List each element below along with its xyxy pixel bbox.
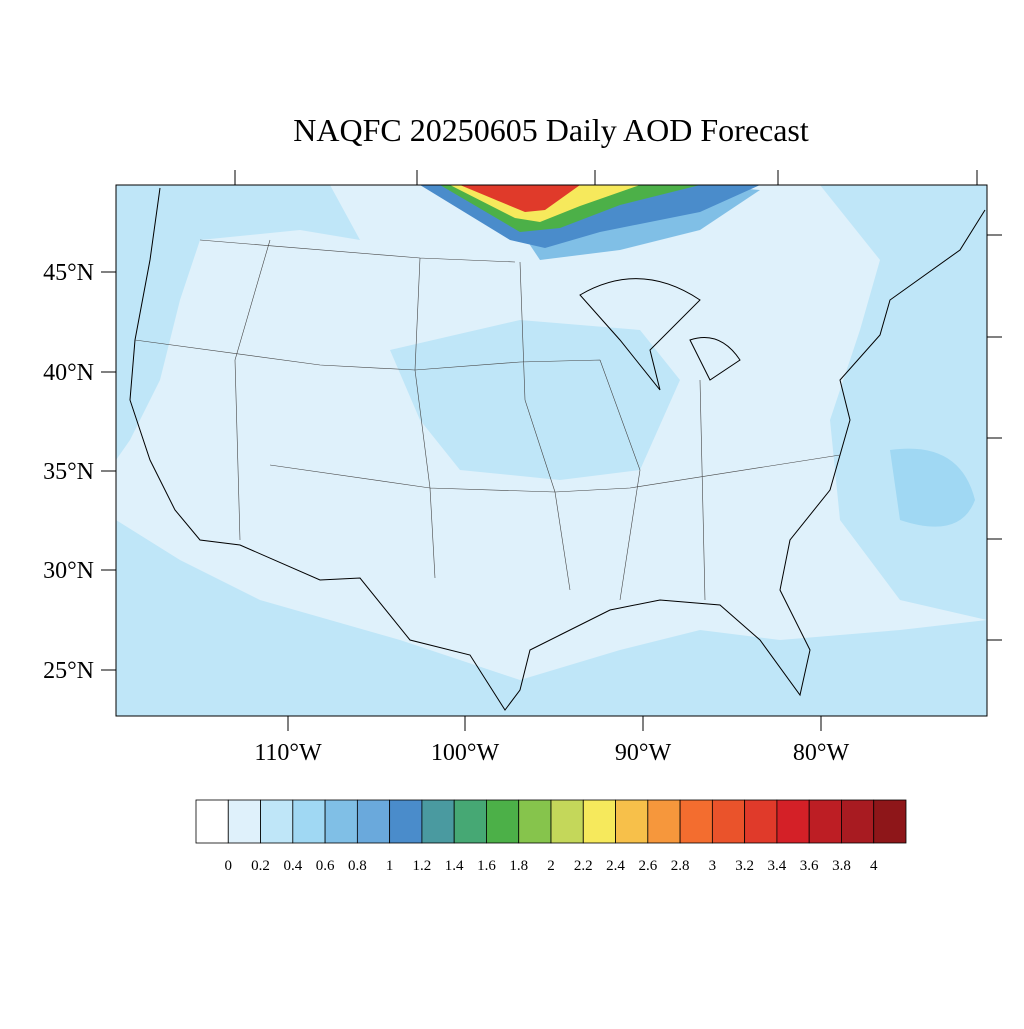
colorbar-label: 1 [386,858,394,874]
colorbar-label: 3.8 [832,858,851,874]
aod-region [890,448,975,527]
colorbar-box [453,799,487,844]
lat-label: 40°N [43,360,94,386]
colorbar-box [615,799,649,844]
colorbar-box [841,799,875,844]
colorbar-label: 3.4 [768,858,787,874]
colorbar-label: 2.8 [671,858,690,874]
colorbar-box [647,799,681,844]
colorbar-label: 2 [547,858,555,874]
title: NAQFC 20250605 Daily AOD Forecast [293,112,809,148]
aod-region [390,320,680,480]
lon-label: 80°W [793,740,850,766]
colorbar-label: 1.8 [509,858,528,874]
lat-label: 45°N [43,260,94,286]
colorbar-label: 3.6 [800,858,819,874]
smoke-plume [460,185,580,212]
colorbar-label: 1.4 [445,858,464,874]
colorbar-box [776,799,810,844]
colorbar: 0 0.2 0.4 0.6 0.8 1 1.2 1.4 1.6 1.8 2 2.2 2.4 2.6 2.8 3… [195,799,907,874]
colorbar-label: 0.6 [316,858,335,874]
state-borders [134,239,841,601]
colorbar-box [518,799,552,844]
colorbar-box [550,799,584,844]
colorbar-label: 0.8 [348,858,367,874]
lon-label: 110°W [254,740,322,766]
colorbar-box [227,799,261,844]
colorbar-box [744,799,778,844]
aod-region [116,185,360,460]
colorbar-label: 0.2 [251,858,270,874]
lat-label: 35°N [43,459,94,485]
colorbar-box [292,799,326,844]
colorbar-box [679,799,713,844]
colorbar-label: 1.6 [477,858,496,874]
colorbar-box [711,799,746,844]
colorbar-label: 3.2 [735,858,754,874]
colorbar-label: 2.2 [574,858,593,874]
lat-label: 30°N [43,558,94,584]
frame-ticks [101,170,1002,731]
lon-label: 90°W [615,740,672,766]
colorbar-box [356,799,391,844]
colorbar-box [389,799,423,844]
coastlines [129,187,986,711]
colorbar-box [421,799,455,844]
colorbar-label: 0 [225,858,233,874]
colorbar-box [324,799,358,844]
colorbar-label: 0.4 [283,858,302,874]
colorbar-label: 2.6 [638,858,657,874]
colorbar-label: 1.2 [413,858,432,874]
colorbar-label: 2.4 [606,858,625,874]
map-field [116,185,987,716]
lon-label: 100°W [431,740,500,766]
colorbar-label: 3 [709,858,717,874]
aod-region [116,520,987,716]
map-frame [115,184,988,717]
colorbar-box [486,799,520,844]
colorbar-box [260,799,294,844]
colorbar-box [582,799,616,844]
colorbar-box [195,799,229,844]
lat-label: 25°N [43,658,94,684]
colorbar-label: 4 [870,858,878,874]
colorbar-box [873,799,907,844]
colorbar-box [808,799,842,844]
